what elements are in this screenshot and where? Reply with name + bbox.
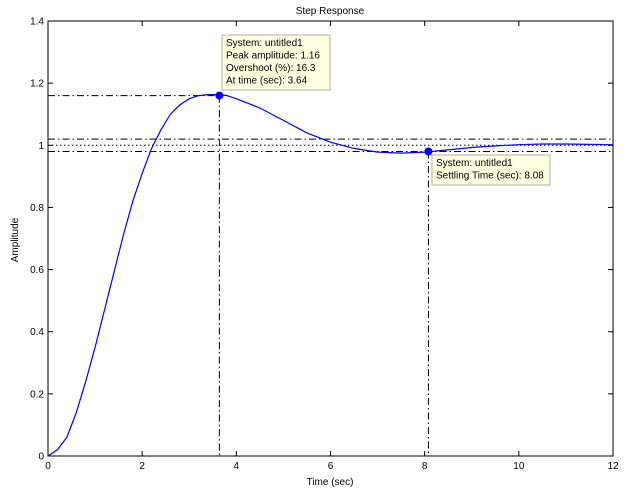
y-tick-label: 1.2 [30, 79, 44, 90]
settling-annotation-text-line: Settling Time (sec): 8.08 [436, 171, 544, 182]
y-tick-label: 1.4 [30, 17, 44, 28]
x-tick-label: 12 [607, 461, 619, 472]
settling-annotation-box [431, 154, 551, 186]
y-tick-label: 0.2 [30, 389, 44, 400]
y-axis-label: Amplitude [10, 217, 21, 262]
settling-marker [424, 147, 433, 156]
y-tick-label: 1 [38, 141, 44, 152]
y-tick-label: 0.6 [30, 265, 44, 276]
peak-annotation-text-line: Overshoot (%): 16.3 [226, 63, 316, 74]
y-tick-label: 0 [38, 452, 44, 463]
peak-marker [215, 91, 224, 100]
peak-annotation-text-line: Peak amplitude: 1.16 [226, 51, 320, 62]
x-tick-label: 4 [234, 461, 240, 472]
y-tick-label: 0.4 [30, 327, 44, 338]
x-tick-label: 8 [422, 461, 428, 472]
x-axis-label: Time (sec) [307, 477, 354, 488]
settling-annotation-text-line: System: untitled1 [436, 158, 513, 169]
y-tick-label: 0.8 [30, 203, 44, 214]
peak-annotation-text-line: At time (sec): 3.64 [226, 76, 308, 87]
peak-annotation-box [221, 34, 331, 91]
x-tick-label: 0 [45, 461, 51, 472]
chart-title: Step Response [296, 6, 365, 17]
x-tick-label: 6 [328, 461, 334, 472]
x-tick-label: 2 [139, 461, 145, 472]
peak-annotation-text-line: System: untitled1 [226, 38, 303, 49]
x-tick-label: 10 [513, 461, 525, 472]
plot-area-frame [47, 20, 614, 457]
